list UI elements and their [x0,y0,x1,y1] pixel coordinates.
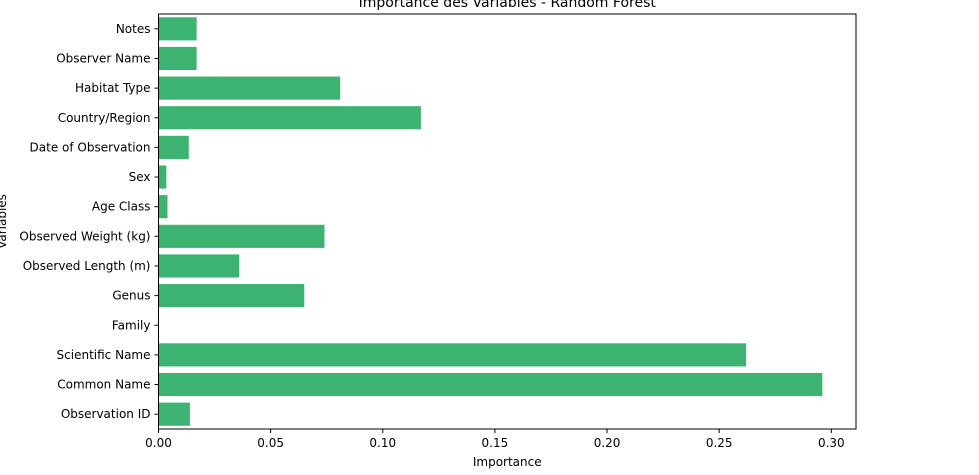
bar-notes [158,17,197,41]
x-tick-label: 0.20 [594,436,621,450]
y-tick-label: Observed Weight (kg) [19,229,150,243]
x-tick-label: 0.25 [706,436,733,450]
x-tick-label: 0.15 [482,436,509,450]
bar-habitat-type [158,76,341,100]
bars-group [158,17,823,426]
y-tick-label: Common Name [57,378,150,392]
y-tick-label: Age Class [92,200,151,214]
y-tick-label: Notes [116,22,151,36]
bar-country-region [158,106,421,130]
y-tick-label: Observer Name [56,51,150,65]
x-tick-label: 0.00 [145,436,172,450]
x-tick-label: 0.05 [257,436,284,450]
x-ticks-group: 0.00 0.05 0.10 0.15 0.20 0.25 0.30 [145,429,845,450]
chart-title: Importance des Variables - Random Forest [359,0,657,11]
bar-observation-id [158,402,190,426]
y-tick-label: Family [112,318,151,332]
x-axis-label: Importance [473,455,542,469]
y-ticks-group: Observation ID Common Name Scientific Name… [19,22,159,421]
y-axis-label: Variables [0,194,9,249]
plot-frame [158,13,857,430]
bar-observed-length-m [158,254,240,278]
y-tick-label: Scientific Name [57,348,151,362]
y-tick-label: Country/Region [58,111,151,125]
y-tick-label: Observation ID [61,407,151,421]
bar-sex [158,165,167,189]
bar-observer-name [158,46,197,71]
y-tick-label: Habitat Type [75,81,150,95]
bar-date-of-observation [158,135,189,159]
y-tick-label: Date of Observation [30,140,151,154]
y-tick-label: Genus [112,289,150,303]
y-tick-label: Sex [129,170,151,184]
bar-common-name [158,372,823,397]
bar-observed-weight-kg [158,224,325,248]
x-tick-label: 0.30 [818,436,845,450]
bar-age-class [158,195,168,219]
y-tick-label: Observed Length (m) [23,259,151,273]
x-tick-label: 0.10 [369,436,396,450]
bar-scientific-name [158,343,747,367]
bar-genus [158,284,305,308]
